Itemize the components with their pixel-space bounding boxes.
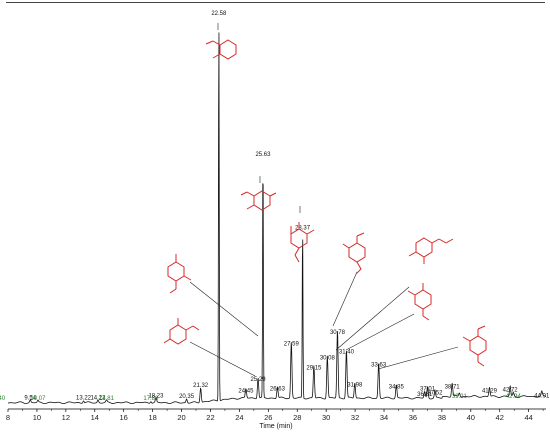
x-tick-label: 38 — [438, 413, 446, 422]
structure-coniferyl-31.40 — [408, 237, 454, 264]
peak-label: 29.15 — [306, 365, 322, 371]
leader-35 — [377, 346, 459, 370]
x-tick-label: 12 — [62, 413, 70, 422]
peak-label: 22.58 — [211, 11, 227, 17]
peak-label: 44.91 — [534, 393, 550, 399]
x-tick-label: 26 — [264, 413, 272, 422]
x-tick-label: 44 — [524, 413, 532, 422]
structure-dimethoxy-25.29 — [167, 254, 192, 294]
leader-25.29-a — [189, 281, 259, 337]
structure-methylguaiacol-25.63 — [240, 190, 277, 211]
leader-25.29-b — [189, 341, 256, 377]
peak-label: 31.40 — [339, 350, 355, 356]
x-tick-label: 22 — [206, 413, 214, 422]
peak-label: 30.08 — [320, 355, 336, 361]
chromatogram-trace-layer — [7, 32, 547, 405]
chromatogram-trace — [7, 32, 547, 405]
x-tick-label: 8 — [6, 413, 10, 422]
peak-label: 38.71 — [445, 384, 461, 390]
x-tick-label: 42 — [496, 413, 504, 422]
peak-label: 34.85 — [389, 384, 405, 390]
x-tick-label: 14 — [91, 413, 99, 422]
peak-label: 9.54 — [24, 395, 36, 401]
x-tick-label: 20 — [177, 413, 185, 422]
structure-guaiacol-26.63 — [163, 318, 200, 345]
structure-isoeugenol-30.78 — [342, 232, 366, 275]
peak-label: 13.22 — [76, 396, 92, 402]
x-tick-label: 18 — [148, 413, 156, 422]
peak-label: 18.23 — [148, 393, 164, 399]
peak-label: 28.37 — [295, 225, 311, 231]
peak-label: 10.07 — [30, 396, 46, 402]
peak-label: 37.01 — [420, 386, 436, 392]
x-axis-title: Time (min) — [259, 423, 292, 430]
peak-label: 30.78 — [330, 330, 346, 336]
peak-label: 33.63 — [371, 362, 387, 368]
structure-guaiacol-22.58 — [205, 39, 237, 60]
peak-label: 41.29 — [482, 389, 498, 395]
peak-label: 26.63 — [270, 386, 286, 392]
x-tick-label: 10 — [33, 413, 41, 422]
peak-label: 25.63 — [255, 152, 271, 158]
peak-label: 24.45 — [238, 389, 254, 395]
x-tick-label: 32 — [351, 413, 359, 422]
peak-label: 39.21 — [452, 394, 468, 400]
peak-label: 14.22 — [90, 395, 106, 401]
leader-33.63 — [345, 313, 415, 351]
peak-label: 17.88 — [143, 396, 159, 402]
peak-label: 36.81 — [417, 392, 433, 398]
x-axis-ticks: 8 10 12 14 16 18 20 22 24 26 28 30 32 34 36 38 40 42 44 — [6, 409, 544, 422]
structure-vanillin-33.63 — [407, 283, 432, 321]
peak-label: 27.59 — [284, 341, 300, 347]
peak-label: 14.81 — [99, 396, 115, 402]
structure-acid-35 — [462, 325, 487, 367]
x-tick-label: 30 — [322, 413, 330, 422]
x-tick-label: 24 — [235, 413, 243, 422]
leader-31.40 — [335, 286, 410, 351]
peak-label: 20.35 — [179, 394, 195, 400]
peak-label: 42.72 — [503, 388, 519, 394]
x-tick-label: 40 — [467, 413, 475, 422]
leader-lines — [189, 23, 459, 377]
peak-label: 25.29 — [251, 377, 267, 383]
leader-30.78 — [332, 271, 358, 327]
peak-label: 42.94 — [506, 394, 522, 400]
x-tick-label: 16 — [120, 413, 128, 422]
peak-label: 21.32 — [193, 383, 209, 389]
peak-label: 7.40 — [0, 396, 6, 402]
peak-label: 37.52 — [427, 391, 443, 397]
x-tick-label: 28 — [293, 413, 301, 422]
x-tick-label: 36 — [409, 413, 417, 422]
x-tick-label: 34 — [380, 413, 388, 422]
structure-vinylguaiacol-28.37 — [290, 222, 315, 263]
peak-label: 31.98 — [347, 383, 363, 389]
